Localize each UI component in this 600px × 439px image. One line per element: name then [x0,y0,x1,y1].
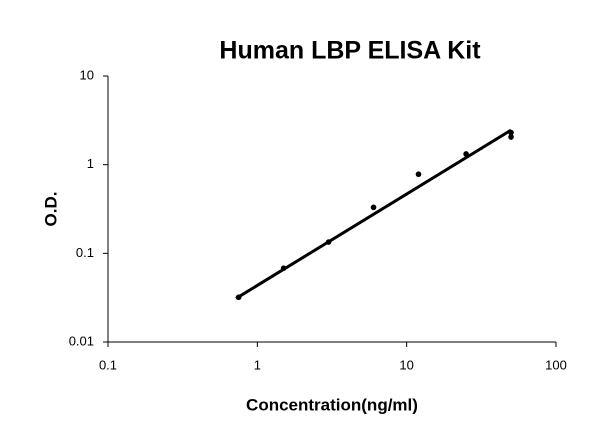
y-tick-label: 0.01 [69,333,94,348]
x-tick-label: 0.1 [99,357,117,372]
data-point [325,239,332,245]
data-point [463,151,469,157]
data-point [508,129,514,136]
data-point [370,204,377,211]
data-point [235,294,242,301]
data-point [415,171,422,178]
fit-line [235,128,512,300]
x-tick-label: 1 [254,357,261,372]
y-tick-label: 10 [80,67,94,82]
chart-title: Human LBP ELISA Kit [219,37,481,65]
data-point [508,134,514,140]
y-tick-label: 0.1 [76,245,94,260]
x-tick-label: 10 [399,357,413,372]
x-axis-label: Concentration(ng/ml) [246,395,418,414]
data-point [280,265,287,271]
y-tick-label: 1 [87,156,94,171]
x-tick-label: 100 [545,357,567,372]
y-axis-label: O.D. [41,192,60,227]
